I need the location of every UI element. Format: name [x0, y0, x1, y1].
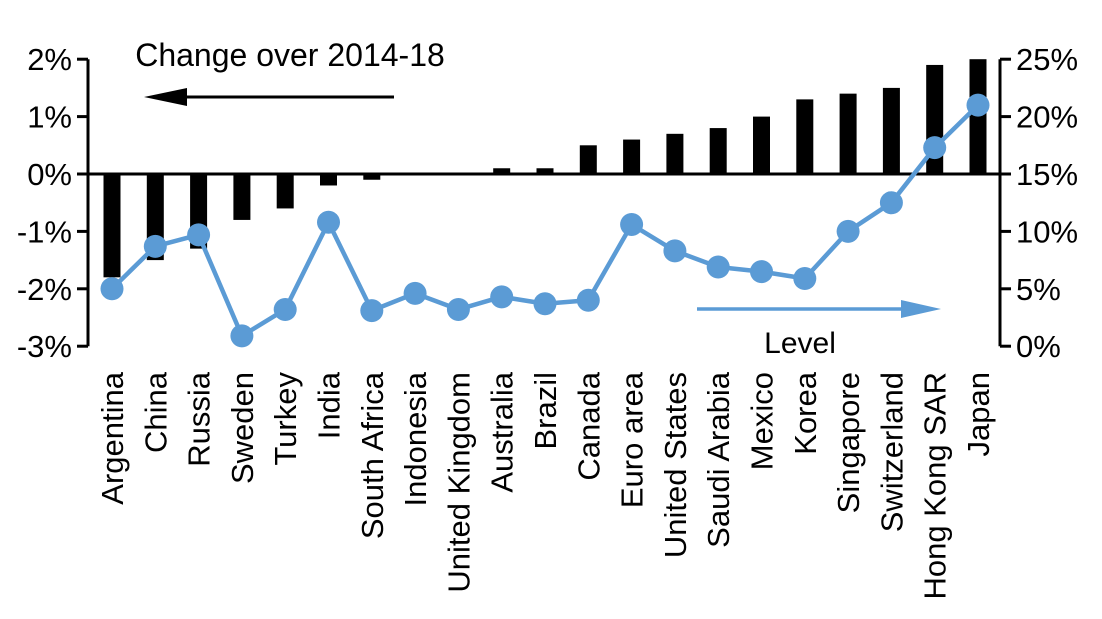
bar-united-states	[666, 133, 684, 174]
bar-singapore	[839, 93, 857, 174]
point-switzerland	[879, 191, 903, 215]
right-arrow-icon	[697, 300, 941, 318]
point-euro-area	[620, 213, 644, 237]
x-label-argentina: Argentina	[95, 371, 130, 504]
point-china	[143, 234, 167, 258]
x-label-indonesia: Indonesia	[398, 371, 433, 506]
point-mexico	[750, 260, 773, 284]
left-tick-label: 1%	[27, 100, 72, 135]
point-korea	[793, 266, 817, 290]
point-saudi-arabia	[706, 255, 730, 279]
right-tick-label: 25%	[1016, 42, 1078, 77]
point-united-kingdom	[446, 297, 470, 321]
bar-turkey	[276, 174, 294, 209]
x-label-russia: Russia	[182, 371, 217, 467]
bar-euro-area	[623, 139, 641, 174]
left-arrow-icon	[144, 88, 394, 106]
x-label-euro-area: Euro area	[615, 371, 650, 508]
point-brazil	[533, 292, 557, 316]
right-tick-label: 0%	[1016, 329, 1061, 364]
left-tick-label: -1%	[17, 214, 72, 249]
x-label-korea: Korea	[788, 371, 823, 454]
x-label-china: China	[138, 371, 173, 453]
left-series-title: Change over 2014-18	[135, 37, 445, 73]
point-russia	[187, 223, 211, 247]
point-japan	[966, 93, 990, 117]
bar-korea	[796, 99, 814, 174]
bar-australia	[493, 168, 511, 174]
left-tick-label: -3%	[17, 329, 72, 364]
right-tick-label: 10%	[1016, 214, 1078, 249]
bar-sweden	[233, 174, 251, 220]
point-south-africa	[360, 299, 384, 323]
x-label-japan: Japan	[961, 372, 996, 456]
x-label-united-kingdom: United Kingdom	[441, 372, 476, 593]
x-label-united-states: United States	[658, 372, 693, 558]
point-sweden	[230, 324, 254, 348]
x-label-india: India	[312, 371, 347, 439]
left-tick-label: 2%	[27, 42, 72, 77]
x-label-singapore: Singapore	[831, 372, 866, 513]
point-australia	[490, 285, 514, 309]
bar-switzerland	[882, 87, 900, 174]
x-label-brazil: Brazil	[528, 372, 563, 450]
x-label-sweden: Sweden	[225, 372, 260, 484]
bar-india	[320, 174, 337, 186]
point-canada	[576, 288, 600, 312]
point-singapore	[836, 219, 860, 243]
x-label-turkey: Turkey	[268, 372, 303, 466]
bar-saudi-arabia	[709, 128, 727, 174]
point-united-states	[663, 239, 687, 263]
x-label-switzerland: Switzerland	[874, 372, 909, 532]
right-tick-label: 20%	[1016, 100, 1078, 135]
bar-brazil	[536, 168, 554, 174]
x-label-hong-kong-sar: Hong Kong SAR	[918, 372, 953, 599]
chart-marks: 2% 1% 0% -1% -2% -3% 25% 20% 15% 10% 5% 0% Argentina…	[17, 42, 1078, 599]
x-label-mexico: Mexico	[745, 372, 780, 470]
bar-argentina	[103, 174, 121, 278]
left-tick-label: 0%	[27, 157, 72, 192]
right-series-title: Level	[764, 327, 836, 360]
point-hong-kong-sar	[923, 136, 947, 160]
right-tick-label: 5%	[1016, 272, 1061, 307]
bar-south-africa	[363, 174, 381, 180]
x-label-canada: Canada	[571, 371, 606, 480]
x-label-saudi-arabia: Saudi Arabia	[701, 371, 736, 548]
point-india	[317, 210, 340, 234]
right-tick-label: 15%	[1016, 157, 1078, 192]
x-label-south-africa: South Africa	[355, 371, 390, 539]
bar-canada	[579, 145, 597, 174]
point-turkey	[273, 297, 297, 321]
bar-mexico	[753, 116, 770, 174]
point-argentina	[100, 277, 124, 301]
left-tick-label: -2%	[17, 272, 72, 307]
x-label-australia: Australia	[485, 371, 520, 492]
point-indonesia	[403, 281, 427, 305]
